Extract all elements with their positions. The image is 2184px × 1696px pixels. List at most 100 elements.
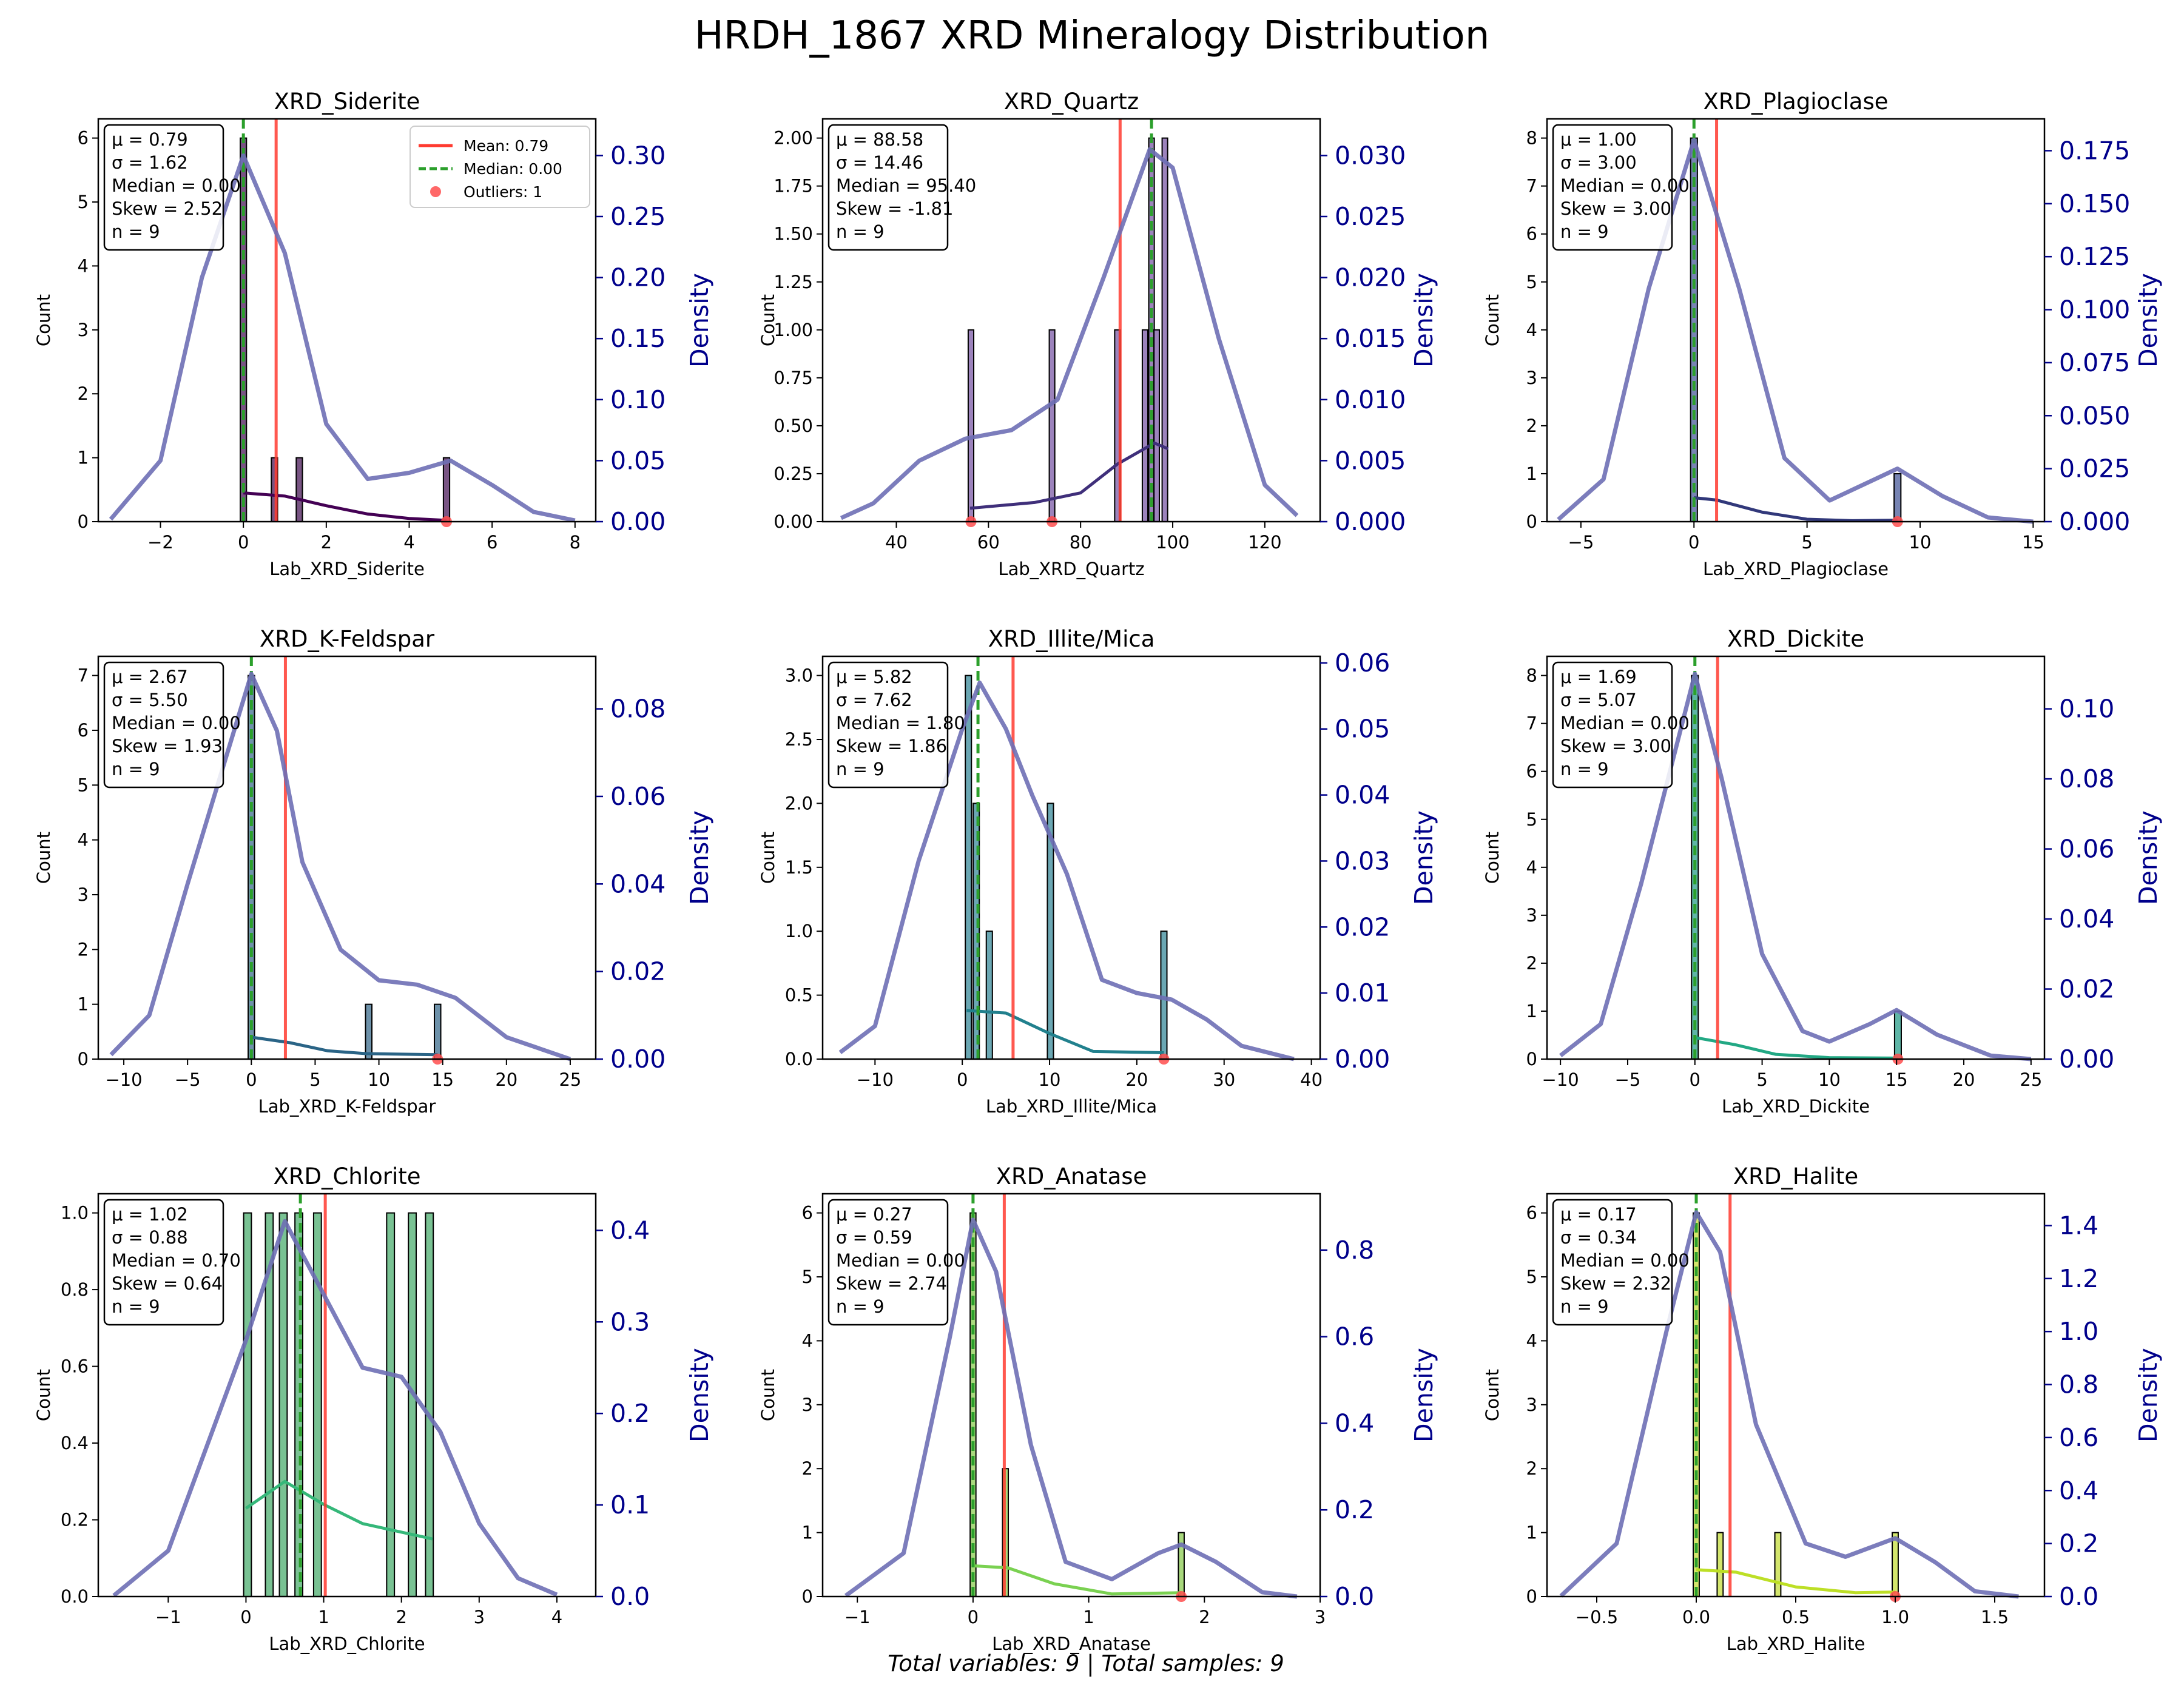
- kde-line-count: [1694, 1035, 1898, 1060]
- subplot: −10 −5 0 5 10 15 20 25 0 1 2 3 4 5 6 7 8 0.00 0.02 0.04 0.06…: [1482, 626, 2163, 1117]
- subplot: −0.5 0.0 0.5 1.0 1.5 0 1 2 3 4 5 6 0.0 0.2 0.4 0.6 0.8 1.…: [1482, 1163, 2163, 1654]
- y-tick-label: 0: [1526, 1049, 1537, 1069]
- subplot-title: XRD_Plagioclase: [1703, 89, 1888, 115]
- x-tick-label: 1.5: [1981, 1607, 2009, 1627]
- density-tick-label: 0.175: [2059, 136, 2130, 165]
- subplot: −5 0 5 10 15 0 1 2 3 4 5 6 7 8 0.000 0.025 0.050 0.075 0.1…: [1482, 89, 2163, 579]
- y-tick-label: 5: [78, 775, 89, 795]
- y-tick-label: 4: [1526, 320, 1537, 340]
- y-tick-label: 1.25: [774, 272, 813, 292]
- legend: Mean: 0.79 Median: 0.00 Outliers: 1: [410, 126, 590, 208]
- stats-line: μ = 1.69: [1560, 667, 1637, 687]
- x-tick-label: 4: [403, 532, 414, 553]
- x-tick-label: 6: [487, 532, 497, 553]
- plot-frame: [821, 118, 1321, 523]
- stats-line: n = 9: [1560, 221, 1609, 242]
- x-tick-label: 3: [474, 1607, 485, 1627]
- histogram-bar: [408, 1212, 417, 1597]
- x-tick-label: 10: [368, 1069, 390, 1090]
- stats-line: σ = 0.59: [836, 1227, 912, 1248]
- y-tick-label: 6: [1526, 761, 1537, 782]
- x-tick-label: 5: [1801, 532, 1812, 553]
- y-tick-label: 0: [1526, 511, 1537, 532]
- density-tick-label: 0.08: [2059, 764, 2114, 793]
- subplot: −1 0 1 2 3 4 0.0 0.2 0.4 0.6 0.8 1.0 0.0 0.1 0.2 0.3 0.4…: [33, 1163, 714, 1654]
- stats-line: Skew = 2.74: [836, 1273, 947, 1294]
- histogram-bar: [1160, 930, 1168, 1060]
- density-tick-label: 0.08: [610, 695, 666, 724]
- stats-line: Median = 0.00: [1560, 1250, 1690, 1271]
- x-tick-label: 0: [968, 1607, 979, 1627]
- y-tick-label: 0.00: [774, 511, 813, 532]
- x-tick-label: 2: [1199, 1607, 1210, 1627]
- x-tick-label: 2: [396, 1607, 406, 1627]
- density-tick-label: 0.100: [2059, 295, 2130, 325]
- x-axis-label: Lab_XRD_K-Feldspar: [258, 1096, 436, 1117]
- subplot-title: XRD_Illite/Mica: [988, 626, 1155, 652]
- y-tick-label: 4: [1526, 1330, 1537, 1351]
- x-tick-label: 0: [1690, 1069, 1700, 1090]
- kde-line-count: [251, 1035, 438, 1057]
- density-tick-label: 0.30: [610, 141, 666, 170]
- density-tick-label: 0.075: [2059, 348, 2130, 377]
- x-tick-label: 1: [1083, 1607, 1094, 1627]
- x-tick-label: −0.5: [1576, 1607, 1618, 1627]
- x-tick-label: 3: [1315, 1607, 1326, 1627]
- y-tick-label: 3: [1526, 368, 1537, 388]
- density-curve: [838, 681, 1295, 1062]
- y-tick-label: 6: [802, 1203, 813, 1223]
- x-tick-label: 20: [495, 1069, 517, 1090]
- x-axis-label: Lab_XRD_Siderite: [269, 559, 425, 579]
- density-tick-label: 0.02: [1335, 912, 1390, 941]
- histogram-bar: [985, 930, 993, 1060]
- x-tick-label: 15: [1886, 1069, 1908, 1090]
- stats-box-frame: [827, 661, 949, 789]
- y-axis-label: Count: [33, 294, 54, 346]
- x-axis-label: Lab_XRD_Plagioclase: [1703, 559, 1889, 579]
- subplot-title: XRD_Siderite: [274, 89, 420, 115]
- histogram-bar: [1892, 1532, 1899, 1598]
- stats-box-frame: [1552, 124, 1673, 251]
- stats-line: σ = 3.00: [1560, 152, 1637, 173]
- stats-line: Skew = 1.93: [112, 736, 223, 756]
- density-tick-label: 0.06: [1335, 648, 1390, 678]
- stats-line: Median = 0.00: [112, 175, 241, 196]
- histogram-bar: [965, 675, 972, 1060]
- kde-line-count: [966, 1009, 1164, 1054]
- y-tick-label: 0: [78, 511, 89, 532]
- y-tick-label: 3: [78, 320, 89, 340]
- y-tick-label: 0.0: [785, 1049, 813, 1069]
- stats-line: Median = 0.00: [1560, 713, 1690, 733]
- y-tick-label: 5: [802, 1267, 813, 1287]
- y-tick-label: 2.5: [785, 729, 813, 750]
- stats-box-frame: [827, 124, 949, 251]
- y-tick-label: 6: [78, 720, 89, 741]
- histogram-bar: [442, 457, 451, 522]
- kde-line-count: [243, 491, 447, 522]
- density-tick-label: 0.150: [2059, 189, 2130, 218]
- density-tick-label: 0.6: [1335, 1322, 1374, 1351]
- plot-frame: [821, 1193, 1321, 1598]
- density-tick-label: 0.010: [1335, 385, 1406, 414]
- histogram-bar: [1161, 137, 1168, 523]
- histogram-bar: [1893, 1010, 1902, 1060]
- y-tick-label: 4: [1526, 857, 1537, 878]
- y-tick-label: 2.0: [785, 793, 813, 813]
- x-tick-label: 40: [885, 532, 908, 553]
- x-tick-label: 25: [2020, 1069, 2042, 1090]
- histogram-bar: [312, 1212, 322, 1597]
- plot-frame: [97, 655, 597, 1060]
- y-tick-label: 2: [802, 1458, 813, 1479]
- density-tick-label: 0.2: [1335, 1495, 1374, 1524]
- figure-title: HRDH_1867 XRD Mineralogy Distribution: [695, 13, 1490, 58]
- density-tick-label: 0.15: [610, 324, 666, 353]
- y-tick-label: 5: [1526, 809, 1537, 830]
- y-tick-label: 2.00: [774, 128, 813, 149]
- stats-line: n = 9: [836, 759, 885, 779]
- stats-line: n = 9: [836, 1296, 885, 1317]
- histogram-bar: [386, 1212, 396, 1597]
- density-curve: [844, 1217, 1298, 1599]
- x-tick-label: −5: [175, 1069, 201, 1090]
